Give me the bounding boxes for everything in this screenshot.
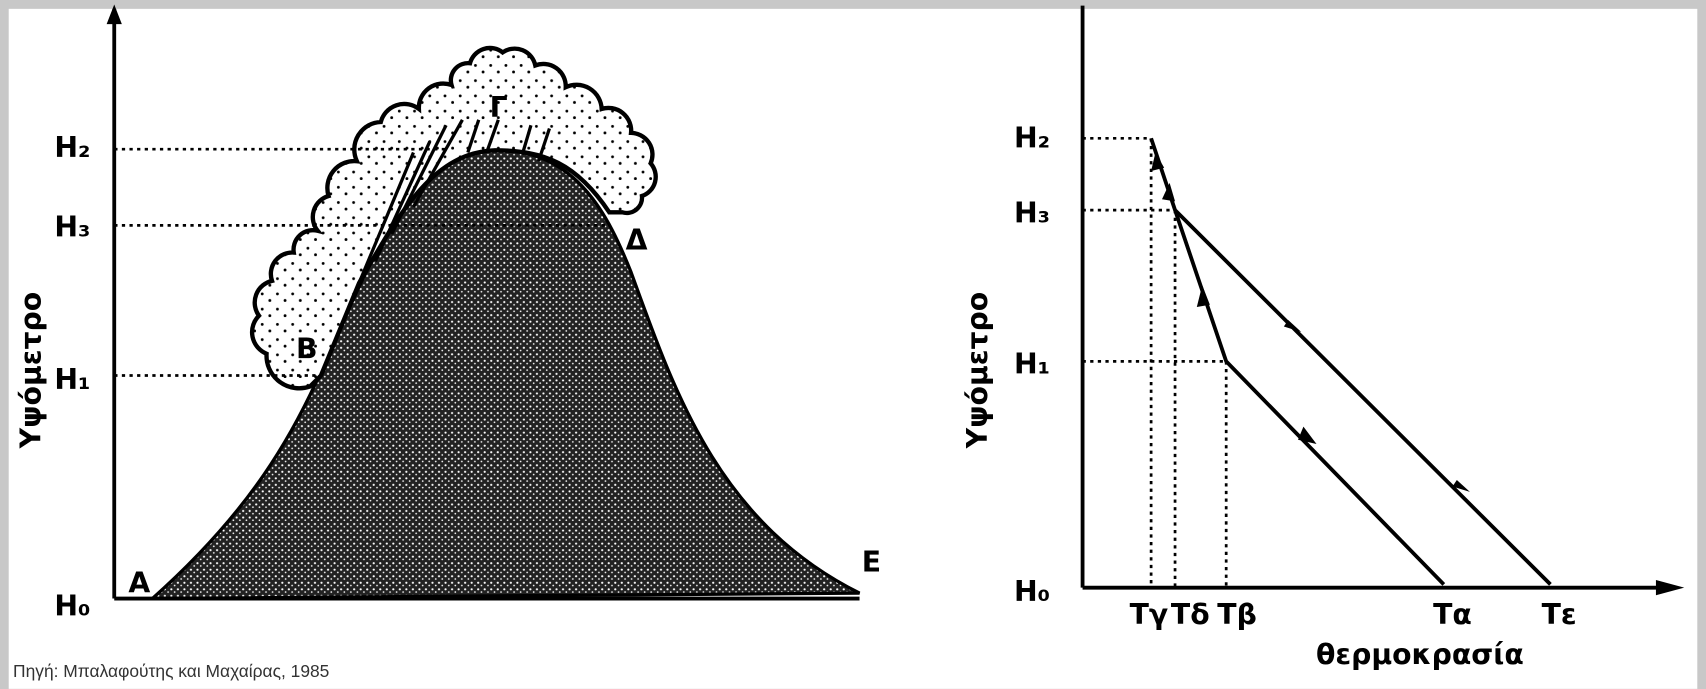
level-label: H₀	[1014, 575, 1050, 608]
point-label: B	[296, 332, 318, 365]
cloud	[249, 45, 658, 391]
temp-label: Τβ	[1217, 598, 1257, 631]
level-label: H₀	[54, 589, 90, 622]
arrows	[1151, 152, 1470, 492]
arrowhead	[106, 4, 122, 25]
right-panel: Υψόμετρο H₂ H₃ H₁ H₀ Τγ Τδ Τβ Τα Τε θερμ…	[961, 5, 1685, 671]
temp-label: Τε	[1542, 598, 1577, 631]
left-panel: Υψόμετρο H₂ H₃ H₁ H₀ A B Γ Δ E	[15, 4, 881, 622]
point-label: Δ	[626, 224, 648, 257]
level-label: H₃	[1014, 196, 1050, 229]
arrowhead	[1655, 580, 1685, 596]
x-label: θερμοκρασία	[1316, 638, 1524, 671]
source: Πηγή: Μπαλαφούτης και Μαχαίρας, 1985	[13, 661, 329, 681]
temp-label: Τα	[1433, 598, 1472, 631]
level-label: H₁	[1014, 348, 1050, 381]
point-label: Γ	[490, 91, 508, 124]
temp-label: Τγ	[1130, 598, 1169, 631]
level-label: H₂	[54, 131, 90, 164]
y-label: Υψόμετρο	[961, 292, 994, 450]
level-label: H₃	[54, 211, 90, 244]
profile	[1149, 137, 1552, 586]
point-label: E	[862, 546, 881, 579]
level-label: H₂	[1014, 121, 1050, 154]
hatching	[357, 119, 551, 284]
level-label: H₁	[54, 363, 90, 396]
point-label: A	[128, 566, 150, 599]
y-label: Υψόμετρο	[15, 292, 48, 450]
temp-label: Τδ	[1171, 598, 1210, 631]
